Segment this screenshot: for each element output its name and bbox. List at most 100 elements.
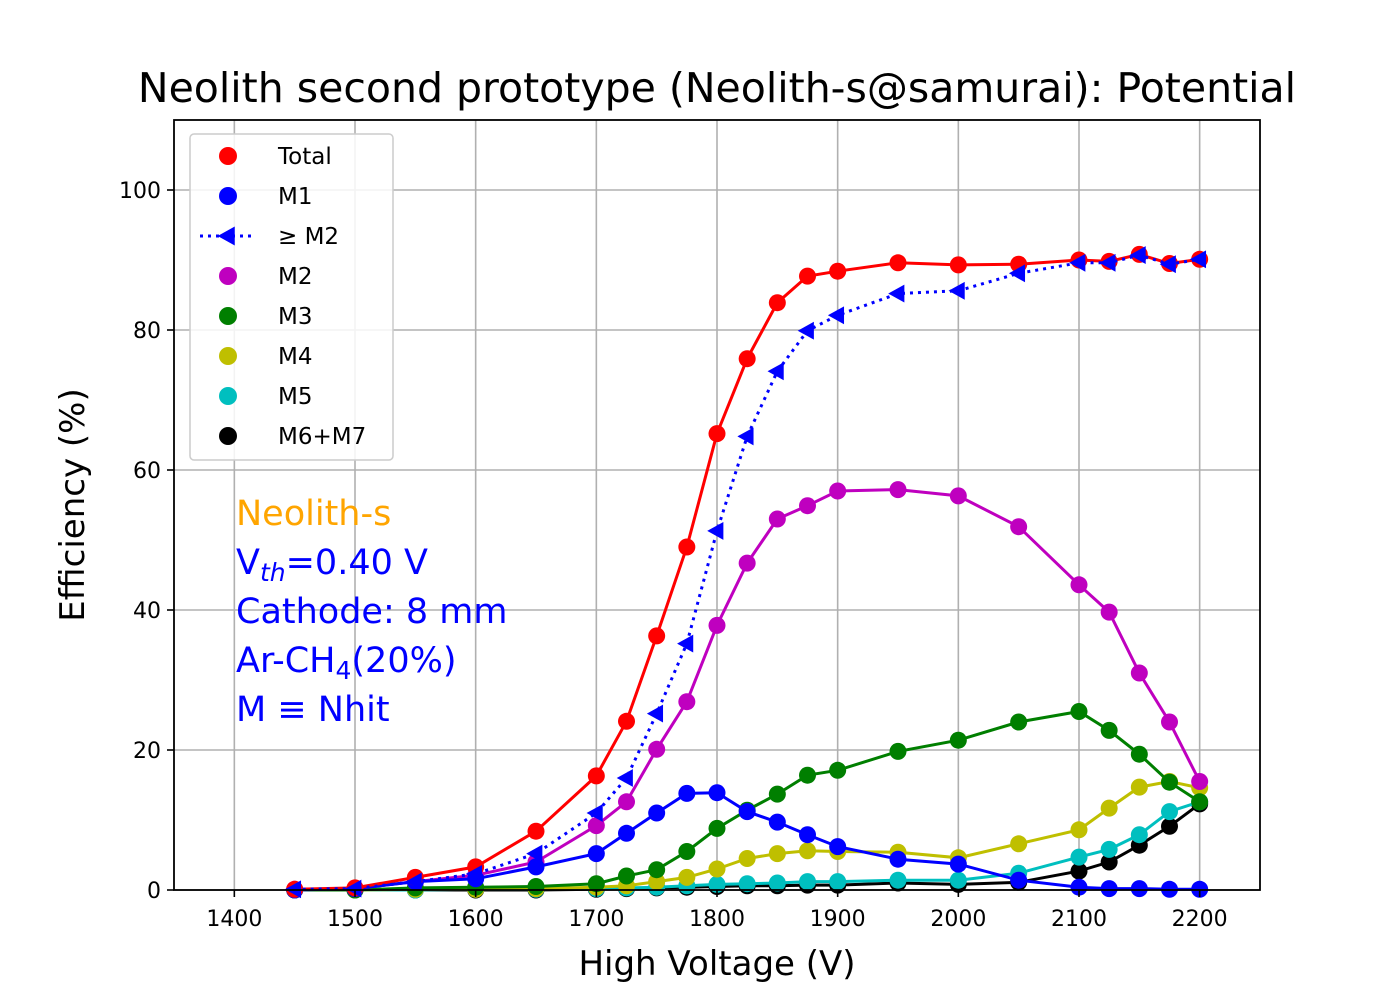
data-point-m2 (708, 616, 726, 634)
legend-frame (189, 133, 394, 461)
data-point-total (678, 538, 696, 556)
data-point-ge-m2 (948, 281, 965, 300)
data-point-m3 (1100, 721, 1118, 739)
y-tick-label: 100 (119, 179, 161, 204)
data-point-total (648, 627, 666, 645)
data-point-m5 (829, 873, 847, 891)
data-point-m4 (1100, 799, 1118, 817)
data-point-m2 (587, 817, 605, 835)
x-tick-label: 1600 (448, 907, 504, 932)
y-tick-label: 60 (133, 459, 161, 484)
data-point-m3 (1130, 745, 1148, 763)
data-point-m4 (1130, 778, 1148, 796)
data-point-m1 (678, 784, 696, 802)
legend-label-m5: M5 (278, 384, 312, 410)
data-point-m1 (1130, 880, 1148, 898)
data-point-ge-m2 (465, 864, 483, 883)
data-point-m3 (587, 875, 605, 893)
data-point-m5 (1161, 803, 1178, 821)
data-point-m1 (527, 858, 545, 876)
legend-label-ge-m2: ≥ M2 (278, 224, 339, 250)
data-point-total (527, 822, 545, 840)
x-tick-label: 2000 (930, 907, 986, 932)
data-point-total (768, 294, 786, 312)
axis-ticks: 1400 1500 1600 1700 1800 1900 2000 2100 2200 0 20 4… (119, 179, 1228, 932)
plot-series (284, 245, 1209, 899)
data-point-m4 (799, 842, 816, 860)
x-tick-label: 2100 (1051, 907, 1107, 932)
data-point-ge-m2 (1069, 253, 1086, 272)
data-point-m2 (799, 497, 816, 515)
data-point-m1 (618, 824, 635, 842)
data-point-ge-m2 (767, 362, 784, 381)
data-point-m2 (829, 482, 847, 500)
data-point-m4 (648, 873, 666, 891)
annotation-cathode: Cathode: 8 mm (236, 592, 507, 632)
y-axis-label: Efficiency (%) (53, 388, 93, 621)
data-point-m3 (708, 819, 726, 837)
data-point-m4 (678, 868, 696, 886)
data-point-m2 (1100, 603, 1118, 621)
data-point-m5 (1070, 848, 1088, 866)
data-point-ge-m2 (405, 872, 422, 891)
data-point-m2 (889, 481, 907, 499)
data-point-m3 (618, 867, 635, 885)
data-point-m4 (708, 860, 726, 878)
data-point-m1 (768, 813, 786, 831)
data-point-ge-m2 (345, 879, 362, 898)
data-point-ge-m2 (526, 844, 543, 863)
data-point-m2 (618, 793, 635, 811)
data-point-ge-m2 (827, 306, 845, 325)
series-line-m3 (294, 709, 1201, 892)
data-point-m5 (949, 871, 967, 889)
data-point-m2 (1070, 576, 1088, 594)
y-tick-label: 40 (133, 599, 161, 624)
data-point-m1 (889, 850, 907, 868)
data-point-m3 (768, 785, 786, 803)
data-point-ge-m2 (1189, 250, 1207, 269)
data-point-m5 (889, 871, 907, 889)
legend-marker-m6-m7 (219, 427, 237, 445)
x-tick-label: 1900 (810, 907, 866, 932)
data-point-m2 (1010, 518, 1028, 536)
series-line-m1 (294, 791, 1200, 892)
legend-marker-m1 (219, 187, 237, 205)
data-point-total (829, 262, 847, 280)
data-point-ge-m2 (1129, 246, 1146, 265)
data-point-ge-m2 (1008, 264, 1026, 283)
data-point-m2 (1191, 773, 1209, 790)
data-point-ge-m2 (888, 284, 905, 303)
legend-marker-m4 (219, 347, 237, 365)
data-point-m1 (799, 826, 816, 844)
data-point-ge-m2 (1099, 253, 1116, 272)
data-point-m1 (738, 803, 756, 821)
chart-title: Neolith second prototype (Neolith-s@samu… (138, 64, 1296, 112)
data-point-m2 (1130, 664, 1148, 682)
data-point-total (618, 712, 635, 730)
data-point-m5 (708, 875, 726, 893)
data-point-m2 (738, 554, 756, 572)
data-point-ge-m2 (797, 321, 814, 340)
y-tick-label: 20 (133, 739, 161, 764)
legend-marker-m2 (219, 267, 237, 285)
data-point-m2 (768, 510, 786, 528)
legend-label-total: Total (277, 144, 332, 170)
data-point-m3 (1161, 773, 1178, 791)
data-point-total (738, 350, 756, 368)
legend-marker-total (219, 147, 237, 165)
data-point-m6-m7 (1070, 862, 1088, 880)
data-point-m4 (1070, 821, 1088, 839)
data-point-m3 (829, 761, 847, 779)
data-point-m4 (1010, 835, 1028, 853)
data-point-ge-m2 (646, 704, 664, 723)
data-point-m3 (889, 742, 907, 760)
data-point-m4 (738, 850, 756, 867)
series-line-m2 (294, 488, 1202, 891)
legend-label-m3: M3 (278, 304, 312, 330)
data-point-m1 (949, 855, 967, 873)
data-point-m1 (708, 784, 726, 802)
x-tick-label: 1400 (206, 907, 262, 932)
annotation-gas: Ar-CH4(20%) (236, 641, 457, 685)
data-point-total (708, 425, 726, 443)
